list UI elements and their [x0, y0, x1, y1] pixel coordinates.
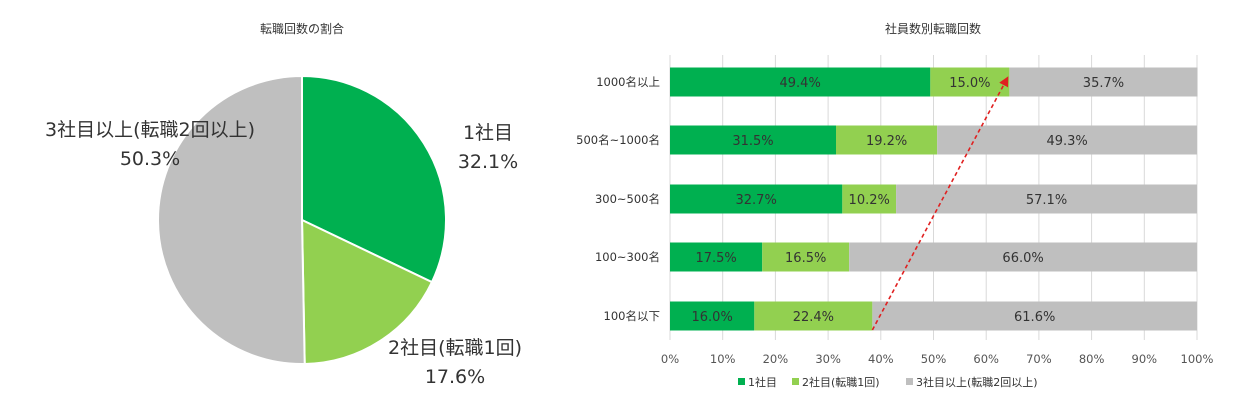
bar-category-labels: 1000名以上 500名~1000名 300~500名 100~300名 100名以下	[576, 75, 660, 323]
bar-label-r4-s3: 66.0%	[1002, 251, 1043, 266]
bar-label-r3-s3: 57.1%	[1026, 193, 1067, 208]
bar-seg-r2-s1	[670, 125, 837, 155]
bar-seg-r3-s1	[670, 184, 843, 214]
pie-slice-3	[156, 74, 306, 365]
trend-arrow-line	[871, 76, 1009, 331]
bar-label-r5-s3: 61.6%	[1014, 310, 1055, 325]
pie-label-slice-1: 1社目	[463, 122, 513, 144]
x-tick-label-10: 100%	[1181, 352, 1214, 366]
bar-label-r1-s2: 15.0%	[949, 76, 990, 91]
bar-seg-r2-s3	[937, 125, 1197, 155]
bar-label-r5-s1: 16.0%	[692, 310, 733, 325]
pie-label-slice-3: 3社目以上(転職2回以上)	[45, 119, 255, 141]
bar-rects	[670, 67, 1198, 331]
pie-slice-1	[301, 74, 447, 284]
category-label-4: 100~300名	[595, 250, 660, 264]
bar-seg-r4-s2	[762, 242, 850, 272]
bar-seg-r3-s2	[842, 184, 897, 214]
bar-data-labels: 49.4% 15.0% 35.7% 31.5% 19.2% 49.3% 32.7% 10.2%…	[692, 76, 1125, 325]
x-tick-label-5: 50%	[921, 352, 947, 366]
x-tick-label-0: 0%	[661, 352, 679, 366]
category-label-5: 100名以下	[604, 309, 660, 323]
bar-seg-r1-s2	[930, 67, 1010, 97]
x-tick-label-4: 40%	[868, 352, 894, 366]
x-tick-label-3: 30%	[815, 352, 841, 366]
bar-tick-labels: 0% 10% 20% 30% 40% 50% 60% 70% 80% 90% 100%	[661, 352, 1214, 366]
legend-label-3: 3社目以上(転職2回以上)	[916, 375, 1038, 389]
category-label-2: 500名~1000名	[576, 133, 660, 147]
bar-label-r1-s3: 35.7%	[1083, 76, 1124, 91]
legend-label-2: 2社目(転職1回)	[802, 375, 880, 389]
x-tick-label-1: 10%	[710, 352, 736, 366]
bar-seg-r3-s3	[896, 184, 1197, 214]
category-label-3: 300~500名	[595, 192, 660, 206]
category-label-1: 1000名以上	[596, 75, 660, 89]
legend-swatch-2	[792, 378, 799, 385]
bar-label-r2-s2: 19.2%	[866, 134, 907, 149]
bar-seg-r4-s1	[670, 242, 763, 272]
x-tick-label-2: 20%	[763, 352, 789, 366]
pie-label-slice-2: 2社目(転職1回)	[388, 337, 522, 359]
bar-seg-r1-s1	[670, 67, 931, 97]
bar-label-r4-s1: 17.5%	[695, 251, 736, 266]
bar-legend: 1社目 2社目(転職1回) 3社目以上(転職2回以上)	[738, 375, 1038, 389]
bar-label-r5-s2: 22.4%	[793, 310, 834, 325]
bar-seg-r5-s2	[754, 301, 873, 331]
pie-title: 転職回数の割合	[260, 21, 344, 36]
pie-slices	[156, 74, 447, 365]
bar-label-r2-s3: 49.3%	[1046, 134, 1087, 149]
bar-label-r3-s2: 10.2%	[849, 193, 890, 208]
trend-arrow	[871, 76, 1009, 331]
bar-seg-r5-s1	[670, 301, 755, 331]
bar-seg-r5-s3	[872, 301, 1197, 331]
bar-label-r3-s1: 32.7%	[736, 193, 777, 208]
legend-swatch-3	[906, 378, 913, 385]
pie-pct-slice-1: 32.1%	[458, 151, 518, 173]
x-tick-label-8: 80%	[1079, 352, 1105, 366]
bar-label-r4-s2: 16.5%	[785, 251, 826, 266]
pie-pct-slice-2: 17.6%	[425, 366, 485, 388]
legend-swatch-1	[738, 378, 745, 385]
bar-seg-r1-s3	[1009, 67, 1198, 97]
x-tick-label-7: 70%	[1026, 352, 1052, 366]
bar-label-r2-s1: 31.5%	[732, 134, 773, 149]
bar-title: 社員数別転職回数	[885, 21, 981, 36]
pie-slice-2	[300, 218, 434, 365]
x-tick-label-9: 90%	[1132, 352, 1158, 366]
bar-label-r1-s1: 49.4%	[780, 76, 821, 91]
x-tick-label-6: 60%	[973, 352, 999, 366]
pie-pct-slice-3: 50.3%	[120, 148, 180, 170]
bar-seg-r2-s2	[836, 125, 938, 155]
legend-label-1: 1社目	[748, 375, 777, 389]
